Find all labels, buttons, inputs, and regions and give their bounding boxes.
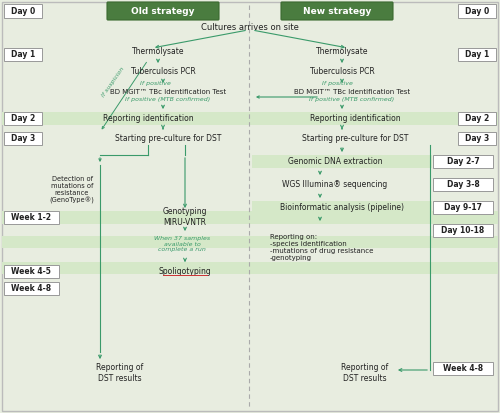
Text: Day 9-17: Day 9-17 <box>444 203 482 212</box>
Text: Day 3: Day 3 <box>465 134 489 143</box>
Text: Day 3-8: Day 3-8 <box>446 180 480 189</box>
Text: Reporting of
DST results: Reporting of DST results <box>342 363 388 383</box>
Text: Day 0: Day 0 <box>465 7 489 16</box>
FancyBboxPatch shape <box>433 201 493 214</box>
Text: Tuberculosis PCR: Tuberculosis PCR <box>310 67 374 76</box>
FancyBboxPatch shape <box>458 132 496 145</box>
FancyBboxPatch shape <box>458 112 496 125</box>
Text: Reporting identification: Reporting identification <box>102 114 194 123</box>
FancyBboxPatch shape <box>107 2 219 20</box>
Text: Day 1: Day 1 <box>11 50 35 59</box>
Text: BD MGIT™ TBc Identification Test: BD MGIT™ TBc Identification Test <box>110 89 226 95</box>
FancyBboxPatch shape <box>4 265 59 278</box>
FancyBboxPatch shape <box>458 4 496 18</box>
Text: Reporting on:
-species identification
-mutations of drug resistance
-genotyping: Reporting on: -species identification -m… <box>270 234 374 261</box>
Text: Day 2-7: Day 2-7 <box>446 157 480 166</box>
FancyBboxPatch shape <box>4 132 42 145</box>
Text: Day 3: Day 3 <box>11 134 35 143</box>
FancyBboxPatch shape <box>252 155 432 168</box>
Text: Genotyping
MIRU-VNTR: Genotyping MIRU-VNTR <box>163 207 208 227</box>
FancyBboxPatch shape <box>433 155 493 168</box>
Text: If positive (MTB confirmed): If positive (MTB confirmed) <box>126 97 210 102</box>
Text: Starting pre-culture for DST: Starting pre-culture for DST <box>302 134 408 143</box>
Text: Genomic DNA extraction: Genomic DNA extraction <box>288 157 382 166</box>
Text: Reporting of
DST results: Reporting of DST results <box>96 363 144 383</box>
Text: WGS Illumina® sequencing: WGS Illumina® sequencing <box>282 180 388 189</box>
FancyBboxPatch shape <box>4 4 42 18</box>
Text: If positive: If positive <box>140 81 170 85</box>
Text: Reporting identification: Reporting identification <box>310 114 400 123</box>
Text: If positive: If positive <box>322 81 352 85</box>
Text: If suspicion: If suspicion <box>101 66 125 98</box>
Text: Day 0: Day 0 <box>11 7 35 16</box>
FancyBboxPatch shape <box>252 201 432 214</box>
FancyBboxPatch shape <box>433 362 493 375</box>
Text: Week 4-5: Week 4-5 <box>11 267 51 276</box>
FancyBboxPatch shape <box>2 211 498 224</box>
Text: Week 4-8: Week 4-8 <box>11 284 51 293</box>
FancyBboxPatch shape <box>2 236 498 248</box>
FancyBboxPatch shape <box>433 224 493 237</box>
Text: If positive (MTB confirmed): If positive (MTB confirmed) <box>310 97 394 102</box>
FancyBboxPatch shape <box>2 112 498 125</box>
Text: Day 10-18: Day 10-18 <box>442 226 484 235</box>
FancyBboxPatch shape <box>281 2 393 20</box>
Text: Week 1-2: Week 1-2 <box>11 213 51 222</box>
Text: Day 2: Day 2 <box>465 114 489 123</box>
FancyBboxPatch shape <box>4 48 42 61</box>
Text: Cultures arrives on site: Cultures arrives on site <box>201 22 299 31</box>
FancyBboxPatch shape <box>4 282 59 295</box>
Text: Thermolysate: Thermolysate <box>316 47 368 57</box>
Text: Starting pre-culture for DST: Starting pre-culture for DST <box>115 134 221 143</box>
Text: Bioinformatic analysis (pipeline): Bioinformatic analysis (pipeline) <box>280 203 404 212</box>
Text: Spoligotyping: Spoligotyping <box>158 267 212 276</box>
Text: Day 2: Day 2 <box>11 114 35 123</box>
Text: Day 1: Day 1 <box>465 50 489 59</box>
FancyBboxPatch shape <box>458 48 496 61</box>
FancyBboxPatch shape <box>4 211 59 224</box>
FancyBboxPatch shape <box>433 178 493 191</box>
FancyBboxPatch shape <box>2 262 498 274</box>
Text: Thermolysate: Thermolysate <box>132 47 184 57</box>
Text: BD MGIT™ TBc Identification Test: BD MGIT™ TBc Identification Test <box>294 89 410 95</box>
Text: Old strategy: Old strategy <box>131 7 195 16</box>
Text: New strategy: New strategy <box>303 7 371 16</box>
Text: When 37 samples
available to
complete a run: When 37 samples available to complete a … <box>154 236 210 252</box>
Text: Week 4-8: Week 4-8 <box>443 364 483 373</box>
Text: Tuberculosis PCR: Tuberculosis PCR <box>130 67 196 76</box>
FancyBboxPatch shape <box>4 112 42 125</box>
Text: Detection of
mutations of
resistance
(GenoType®): Detection of mutations of resistance (Ge… <box>50 176 94 204</box>
